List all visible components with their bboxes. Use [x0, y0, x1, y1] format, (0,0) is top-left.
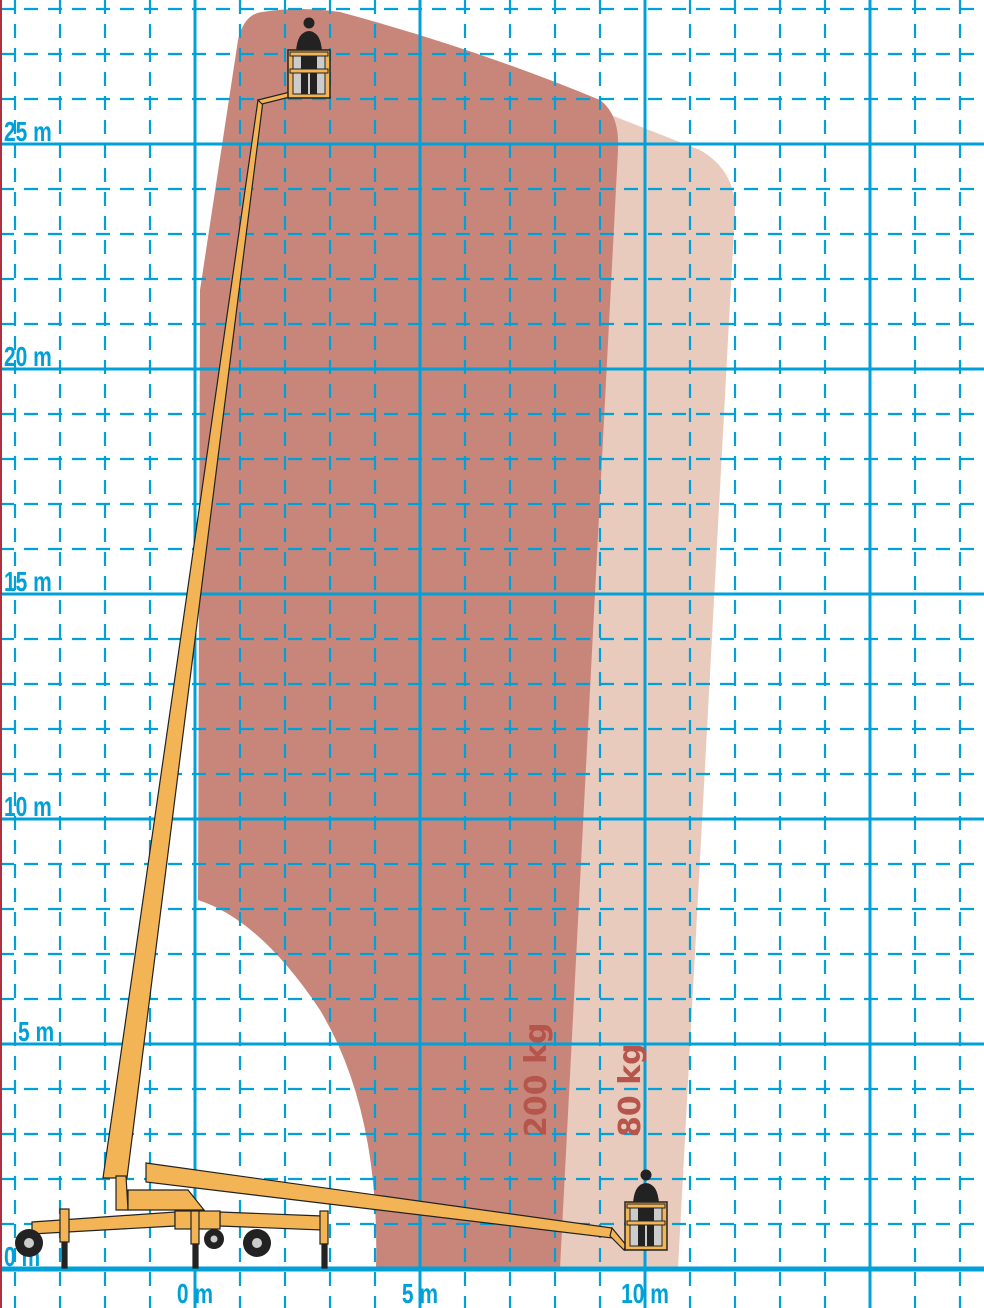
y-axis-label: 20 m	[4, 342, 52, 373]
y-axis-label: 15 m	[4, 567, 52, 598]
operator-icon	[640, 1169, 652, 1181]
operator-icon	[303, 17, 315, 29]
x-axis-label: 10 m	[621, 1279, 669, 1308]
y-axis-label: 25 m	[4, 117, 52, 148]
lowered-platform-basket	[624, 1169, 668, 1251]
zone-label-200kg: 200 kg	[519, 1023, 554, 1138]
x-axis-label: 5 m	[402, 1279, 438, 1308]
lowered-boom	[145, 1162, 627, 1252]
y-axis-label: 5 m	[18, 1017, 54, 1048]
wheels	[15, 1229, 271, 1257]
chassis	[31, 1175, 329, 1269]
x-axis-label: 0 m	[177, 1279, 213, 1308]
zone-label-80kg: 80 kg	[613, 1043, 648, 1137]
y-axis-label: 10 m	[4, 792, 52, 823]
raised-platform-basket	[287, 17, 331, 99]
